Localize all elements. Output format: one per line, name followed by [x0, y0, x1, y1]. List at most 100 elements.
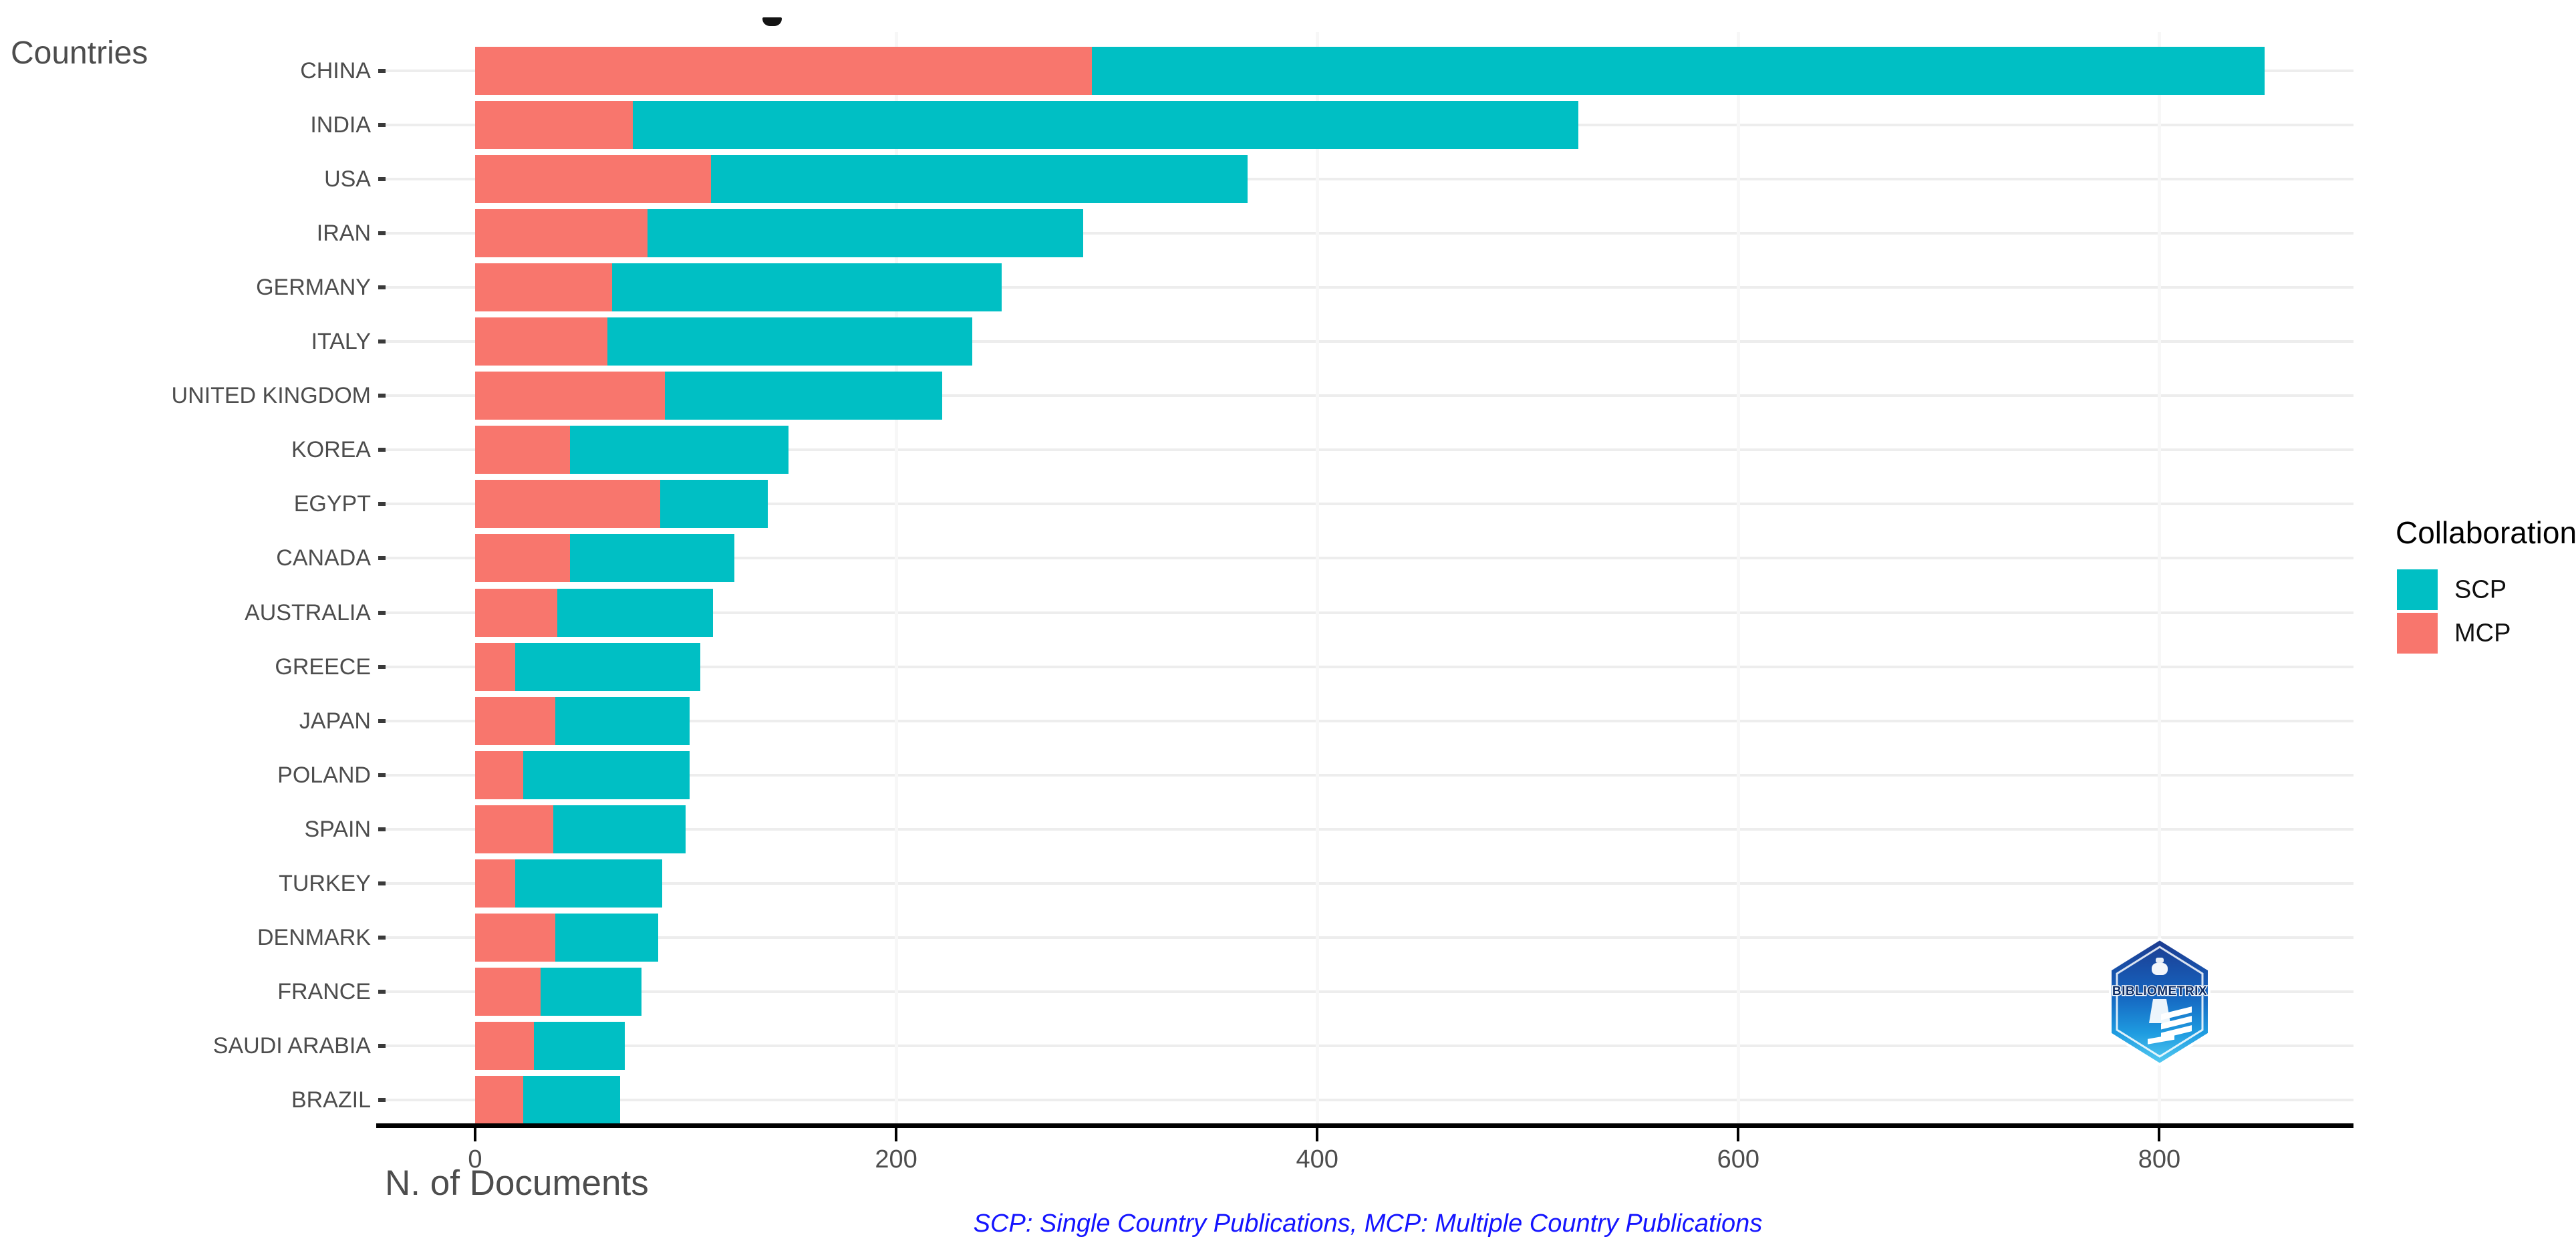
gridline-horizontal: [385, 1044, 2353, 1047]
bar-mcp-france[interactable]: [475, 967, 541, 1016]
bar-mcp-saudi-arabia[interactable]: [475, 1021, 535, 1070]
bar-mcp-india[interactable]: [475, 101, 633, 150]
legend-label-scp: SCP: [2454, 575, 2507, 603]
bar-mcp-brazil[interactable]: [475, 1075, 524, 1124]
y-axis-tick: [378, 502, 386, 507]
gridline-horizontal: [385, 448, 2353, 452]
bar-scp-turkey[interactable]: [515, 859, 663, 908]
country-label-germany: GERMANY: [256, 275, 371, 301]
country-label-poland: POLAND: [277, 762, 371, 788]
y-axis-tick: [378, 394, 386, 398]
gridline-vertical: [2158, 32, 2162, 1125]
x-tick-label-600: 600: [1717, 1145, 1759, 1173]
x-axis-tick: [474, 1128, 476, 1141]
y-axis-tick: [378, 827, 386, 831]
legend-title: Collaboration: [2396, 515, 2576, 550]
gridline-horizontal: [385, 232, 2353, 235]
y-axis-tick: [378, 1043, 386, 1048]
country-label-japan: JAPAN: [299, 708, 371, 734]
gridline-horizontal: [385, 827, 2353, 831]
country-label-india: INDIA: [310, 112, 371, 138]
country-label-spain: SPAIN: [304, 816, 371, 842]
bar-scp-germany[interactable]: [611, 263, 1002, 312]
bar-mcp-canada[interactable]: [475, 534, 570, 583]
bar-mcp-australia[interactable]: [475, 588, 557, 637]
bar-scp-greece[interactable]: [515, 642, 701, 691]
bar-mcp-turkey[interactable]: [475, 859, 515, 908]
y-axis-tick: [378, 881, 386, 885]
gridline-horizontal: [385, 719, 2353, 722]
bibliometrix-logo: BIBLIOMETRIX: [2109, 938, 2210, 1066]
bar-mcp-denmark[interactable]: [475, 913, 555, 962]
gridline-horizontal: [385, 1098, 2353, 1101]
gridline-horizontal: [385, 394, 2353, 398]
bar-scp-egypt[interactable]: [660, 480, 768, 529]
country-label-denmark: DENMARK: [257, 924, 371, 950]
footnote-scp-mcp-definition: SCP: Single Country Publications, MCP: M…: [973, 1210, 1763, 1238]
x-axis-tick: [2158, 1128, 2161, 1141]
x-axis-line: [376, 1123, 2353, 1128]
country-label-turkey: TURKEY: [279, 870, 371, 896]
legend: Collaboration SCP MCP: [2396, 515, 2576, 656]
bar-mcp-korea[interactable]: [475, 426, 570, 474]
bar-scp-iran[interactable]: [648, 209, 1084, 258]
x-tick-label-200: 200: [875, 1145, 917, 1173]
bar-mcp-poland[interactable]: [475, 750, 524, 799]
bar-scp-brazil[interactable]: [523, 1075, 621, 1124]
country-label-korea: KOREA: [291, 437, 371, 463]
y-axis-tick: [378, 177, 386, 182]
bar-scp-denmark[interactable]: [555, 913, 659, 962]
x-axis-tick: [1737, 1128, 1740, 1141]
bar-mcp-greece[interactable]: [475, 642, 515, 691]
bar-mcp-usa[interactable]: [475, 155, 711, 204]
bar-mcp-china[interactable]: [475, 47, 1093, 95]
bar-scp-china[interactable]: [1092, 47, 2265, 95]
bar-scp-saudi-arabia[interactable]: [534, 1021, 625, 1070]
gridline-horizontal: [385, 557, 2353, 560]
bar-scp-spain[interactable]: [553, 805, 686, 853]
bar-scp-usa[interactable]: [710, 155, 1248, 204]
gridline-horizontal: [385, 503, 2353, 506]
bar-mcp-spain[interactable]: [475, 805, 553, 853]
country-label-iran: IRAN: [316, 221, 371, 247]
bar-scp-united-kingdom[interactable]: [664, 372, 943, 420]
bar-scp-france[interactable]: [540, 967, 641, 1016]
gridline-horizontal: [385, 665, 2353, 668]
bar-scp-poland[interactable]: [523, 750, 690, 799]
country-label-greece: GREECE: [275, 654, 371, 680]
gridline-horizontal: [385, 286, 2353, 289]
bar-mcp-united-kingdom[interactable]: [475, 372, 665, 420]
country-label-china: CHINA: [300, 58, 371, 84]
bar-mcp-italy[interactable]: [475, 317, 608, 366]
bar-scp-australia[interactable]: [557, 588, 713, 637]
legend-item-mcp[interactable]: MCP: [2396, 613, 2576, 654]
bar-scp-italy[interactable]: [607, 317, 972, 366]
bar-scp-india[interactable]: [633, 101, 1578, 150]
bar-mcp-japan[interactable]: [475, 696, 555, 745]
bar-mcp-germany[interactable]: [475, 263, 612, 312]
gridline-vertical: [1316, 32, 1320, 1125]
y-axis-tick: [378, 448, 386, 452]
bar-scp-korea[interactable]: [569, 426, 789, 474]
gridline-horizontal: [385, 881, 2353, 885]
country-label-italy: ITALY: [311, 329, 371, 355]
y-axis-tick: [378, 1097, 386, 1102]
country-label-australia: AUSTRALIA: [245, 599, 371, 626]
country-label-usa: USA: [324, 166, 371, 192]
gridline-horizontal: [385, 340, 2353, 343]
legend-item-scp[interactable]: SCP: [2396, 569, 2576, 610]
bar-mcp-iran[interactable]: [475, 209, 648, 258]
cropped-title-descender-icon: [762, 17, 782, 26]
country-label-saudi-arabia: SAUDI ARABIA: [212, 1032, 371, 1059]
bibliometrix-logo-text: BIBLIOMETRIX: [2112, 984, 2207, 998]
y-axis-tick: [378, 773, 386, 777]
x-axis-title: N. of Documents: [385, 1163, 649, 1203]
y-axis-tick: [378, 935, 386, 940]
y-axis-tick: [378, 664, 386, 669]
y-axis-tick: [378, 231, 386, 236]
bar-mcp-egypt[interactable]: [475, 480, 661, 529]
bar-scp-canada[interactable]: [569, 534, 734, 583]
x-axis-tick: [895, 1128, 898, 1141]
bar-scp-japan[interactable]: [555, 696, 690, 745]
